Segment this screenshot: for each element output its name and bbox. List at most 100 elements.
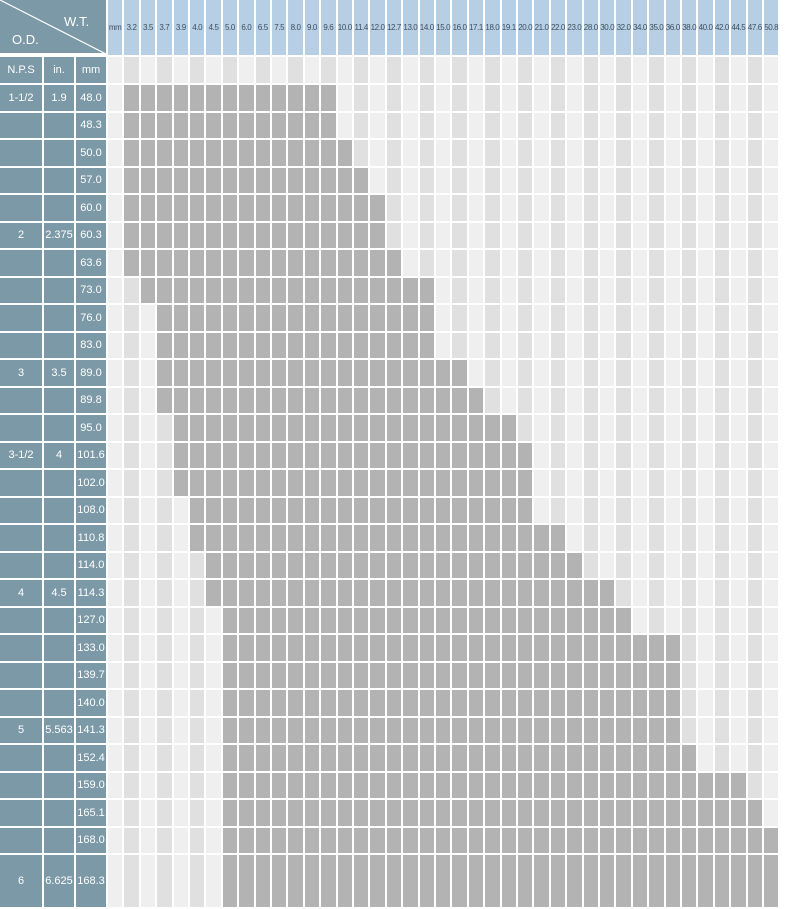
available-size-cell — [550, 717, 568, 745]
empty-cell — [649, 222, 666, 250]
available-size-cell — [288, 772, 305, 800]
available-size-cell — [403, 305, 420, 333]
empty-cell — [206, 855, 223, 909]
od-mm-cell: 140.0 — [76, 690, 108, 718]
available-size-cell — [436, 525, 453, 553]
available-size-cell — [288, 387, 305, 415]
od-mm-cell: 89.8 — [76, 387, 108, 415]
empty-cell — [583, 332, 600, 360]
empty-cell — [108, 580, 125, 608]
empty-cell — [550, 277, 568, 305]
empty-cell — [649, 195, 666, 223]
empty-cell — [714, 525, 732, 553]
available-size-cell — [682, 772, 699, 800]
unit-row-cell — [501, 57, 518, 85]
available-size-cell — [632, 745, 650, 773]
available-size-cell — [567, 580, 584, 608]
empty-cell — [140, 332, 158, 360]
available-size-cell — [649, 772, 666, 800]
empty-cell — [206, 717, 223, 745]
empty-cell — [747, 717, 764, 745]
available-size-cell — [468, 690, 486, 718]
available-size-cell — [304, 580, 322, 608]
available-size-cell — [468, 415, 486, 443]
available-size-cell — [222, 470, 240, 498]
od-in-cell — [44, 690, 76, 718]
available-size-cell — [222, 85, 240, 113]
empty-cell — [747, 552, 764, 580]
unit-row-cell — [550, 57, 568, 85]
empty-cell — [714, 442, 732, 470]
available-size-cell — [321, 827, 338, 855]
available-size-cell — [534, 800, 551, 828]
available-size-cell — [321, 222, 338, 250]
available-size-cell — [665, 635, 682, 663]
available-size-cell — [370, 607, 387, 635]
empty-cell — [518, 112, 535, 140]
available-size-cell — [370, 855, 387, 909]
empty-cell — [632, 250, 650, 278]
available-size-cell — [272, 195, 289, 223]
available-size-cell — [518, 745, 535, 773]
available-size-cell — [370, 525, 387, 553]
empty-cell — [567, 140, 584, 168]
available-size-cell — [501, 772, 518, 800]
available-size-cell — [255, 827, 272, 855]
available-size-cell — [206, 387, 223, 415]
empty-cell — [436, 332, 453, 360]
empty-cell — [747, 580, 764, 608]
available-size-cell — [239, 717, 256, 745]
empty-cell — [665, 140, 682, 168]
empty-cell — [764, 635, 781, 663]
available-size-cell — [583, 772, 600, 800]
available-size-cell — [337, 717, 354, 745]
available-size-cell — [272, 85, 289, 113]
available-size-cell — [518, 662, 535, 690]
empty-cell — [124, 552, 141, 580]
available-size-cell — [616, 662, 633, 690]
empty-cell — [682, 167, 699, 195]
available-size-cell — [485, 800, 502, 828]
available-size-cell — [764, 855, 781, 909]
available-size-cell — [403, 607, 420, 635]
available-size-cell — [140, 85, 158, 113]
available-size-cell — [452, 387, 469, 415]
empty-cell — [403, 112, 420, 140]
empty-cell — [583, 85, 600, 113]
empty-cell — [665, 167, 682, 195]
available-size-cell — [272, 580, 289, 608]
empty-cell — [649, 277, 666, 305]
available-size-cell — [222, 222, 240, 250]
available-size-cell — [419, 360, 436, 388]
available-size-cell — [222, 580, 240, 608]
unit-row-cell — [731, 57, 748, 85]
available-size-cell — [157, 222, 174, 250]
empty-cell — [140, 690, 158, 718]
available-size-cell — [600, 772, 617, 800]
empty-cell — [632, 387, 650, 415]
wt-column-header: 42.0 — [714, 0, 732, 57]
available-size-cell — [419, 772, 436, 800]
empty-cell — [108, 277, 125, 305]
empty-cell — [124, 800, 141, 828]
empty-cell — [518, 222, 535, 250]
available-size-cell — [452, 800, 469, 828]
od-nps-cell: 2 — [0, 222, 44, 250]
available-size-cell — [518, 442, 535, 470]
od-label: O.D. — [12, 32, 39, 47]
empty-cell — [665, 360, 682, 388]
available-size-cell — [370, 580, 387, 608]
empty-cell — [682, 607, 699, 635]
available-size-cell — [419, 497, 436, 525]
od-mm-cell: 110.8 — [76, 525, 108, 553]
available-size-cell — [534, 580, 551, 608]
available-size-cell — [436, 552, 453, 580]
available-size-cell — [288, 415, 305, 443]
empty-cell — [386, 112, 404, 140]
od-mm-cell: 165.1 — [76, 800, 108, 828]
empty-cell — [550, 85, 568, 113]
od-nps-cell — [0, 772, 44, 800]
available-size-cell — [436, 662, 453, 690]
empty-cell — [108, 497, 125, 525]
available-size-cell — [255, 442, 272, 470]
